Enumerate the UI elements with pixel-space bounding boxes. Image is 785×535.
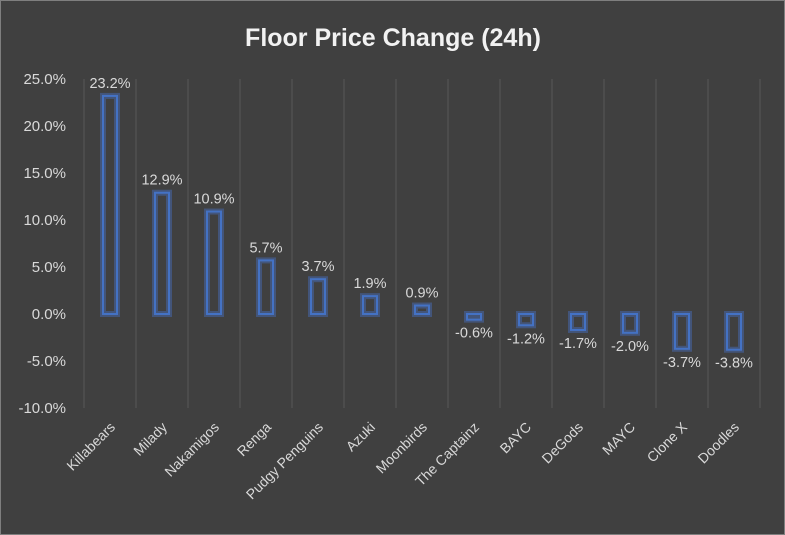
bar-glow	[204, 208, 224, 317]
bar	[570, 313, 586, 331]
bar-glow	[412, 302, 432, 318]
data-label: -2.0%	[611, 339, 649, 355]
y-tick-label: 20.0%	[23, 118, 66, 135]
x-tick-label: Renga	[234, 419, 275, 460]
y-tick-label: 15.0%	[23, 165, 66, 182]
data-labels: 23.2% 12.9% 10.9% 5.7% 3.7% 1.9% 0.9% -0.6% -1.2…	[89, 76, 753, 372]
x-tick-label: Nakamigos	[161, 419, 222, 480]
y-axis: 25.0% 20.0% 15.0% 10.0% 5.0% 0.0% -5.0% -10.0%	[18, 71, 66, 417]
x-tick-label: Milady	[130, 419, 170, 459]
bar	[258, 259, 274, 316]
data-label: -3.7%	[663, 355, 701, 371]
bars	[100, 92, 744, 353]
data-label: -1.2%	[507, 331, 545, 347]
y-tick-label: 0.0%	[32, 306, 66, 323]
data-label: -3.8%	[715, 356, 753, 372]
data-label: 5.7%	[249, 240, 282, 256]
bar	[622, 313, 638, 334]
bar-glow	[724, 311, 744, 353]
bar	[674, 313, 690, 350]
bar-glow	[308, 276, 328, 317]
x-tick-label: DeGods	[538, 419, 586, 467]
grid-lines	[83, 79, 761, 408]
bar-glow	[100, 92, 120, 317]
bar-glow	[620, 311, 640, 336]
bar	[466, 313, 482, 321]
data-label: 12.9%	[141, 173, 182, 189]
data-label: 0.9%	[405, 286, 438, 302]
bar-glow	[152, 189, 172, 318]
chart-title: Floor Price Change (24h)	[245, 24, 541, 52]
y-tick-label: -10.0%	[18, 400, 66, 417]
bar-glow	[568, 311, 588, 333]
data-label: 23.2%	[89, 76, 130, 92]
bar	[726, 313, 742, 351]
x-tick-label: Doodles	[694, 419, 742, 467]
data-label: -0.6%	[455, 326, 493, 342]
bar-glow	[256, 257, 276, 318]
x-tick-label: Clone X	[644, 418, 691, 465]
bar	[414, 304, 430, 316]
bar	[102, 94, 118, 315]
data-label: 3.7%	[301, 259, 334, 275]
data-label: 10.9%	[193, 192, 234, 208]
data-label: -1.7%	[559, 336, 597, 352]
y-tick-label: -5.0%	[27, 353, 66, 370]
bar	[362, 295, 378, 316]
x-tick-label: Killabears	[63, 419, 118, 474]
bar	[518, 313, 534, 327]
x-tick-label: BAYC	[497, 419, 535, 457]
bar-glow	[360, 293, 380, 318]
y-tick-label: 25.0%	[23, 71, 66, 88]
x-tick-label: MAYC	[599, 419, 638, 458]
bar	[154, 191, 170, 316]
bar	[310, 278, 326, 315]
data-label: 1.9%	[353, 276, 386, 292]
bar-glow	[516, 311, 536, 329]
x-tick-label: Azuki	[343, 419, 379, 455]
y-tick-label: 10.0%	[23, 212, 66, 229]
bar	[206, 210, 222, 315]
bar-glow	[672, 311, 692, 352]
y-tick-label: 5.0%	[32, 259, 66, 276]
